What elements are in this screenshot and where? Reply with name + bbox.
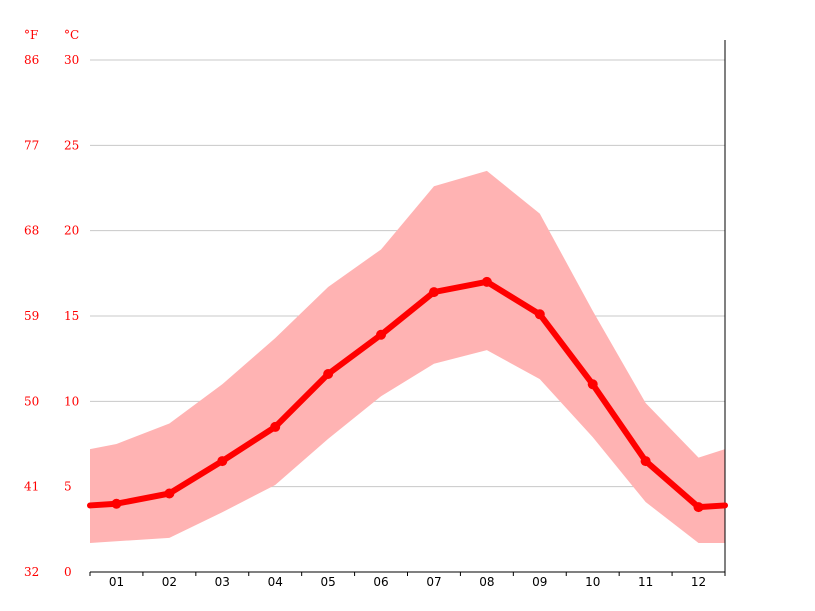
- y-tick-fahrenheit: 41: [24, 480, 39, 494]
- mean-point: [111, 498, 122, 509]
- mean-temperature-line: [87, 278, 728, 511]
- temperature-range-band: [90, 170, 725, 543]
- y-tick-celsius: 30: [64, 53, 79, 67]
- y-tick-fahrenheit: 77: [24, 138, 39, 152]
- mean-temperature-points: [111, 276, 704, 513]
- x-tick-label: 05: [320, 575, 335, 589]
- y-tick-celsius: 15: [64, 309, 79, 323]
- mean-point: [376, 329, 387, 340]
- x-tick-label: 06: [373, 575, 388, 589]
- mean-point: [217, 456, 228, 467]
- y-tick-fahrenheit: 32: [24, 565, 39, 579]
- x-tick-label: 07: [426, 575, 441, 589]
- mean-point: [587, 379, 598, 390]
- y-tick-celsius: 25: [64, 138, 79, 152]
- x-tick-label: 03: [215, 575, 230, 589]
- x-tick-label: 02: [162, 575, 177, 589]
- x-tick-label: 10: [585, 575, 600, 589]
- y-tick-celsius: 0: [64, 565, 72, 579]
- x-tick-label: 04: [268, 575, 283, 589]
- y-axis-labels: 0 32 5 41 10 50 15 59 20 68 25 77 30 86: [24, 53, 79, 579]
- mean-point: [164, 488, 175, 499]
- y-tick-fahrenheit: 50: [24, 394, 39, 408]
- fahrenheit-unit-label: °F: [24, 28, 38, 42]
- mean-point: [323, 369, 334, 380]
- x-axis-labels: 01 02 03 04 05 06 07 08 09 10 11 12: [109, 575, 706, 589]
- x-tick-label: 12: [691, 575, 706, 589]
- x-tick-label: 09: [532, 575, 547, 589]
- y-tick-celsius: 10: [64, 394, 79, 408]
- y-tick-fahrenheit: 59: [24, 309, 39, 323]
- mean-point: [428, 287, 439, 298]
- y-tick-celsius: 5: [64, 480, 72, 494]
- mean-point: [534, 309, 545, 320]
- y-tick-celsius: 20: [64, 224, 79, 238]
- x-tick-label: 01: [109, 575, 124, 589]
- mean-point: [693, 502, 704, 513]
- mean-point: [481, 276, 492, 287]
- mean-point: [270, 421, 281, 432]
- x-tick-label: 08: [479, 575, 494, 589]
- x-axis-ticks: [89, 572, 726, 576]
- y-tick-fahrenheit: 68: [24, 224, 39, 238]
- x-tick-label: 11: [638, 575, 653, 589]
- celsius-unit-label: °C: [64, 28, 79, 42]
- y-tick-fahrenheit: 86: [24, 53, 39, 67]
- mean-point: [640, 456, 651, 467]
